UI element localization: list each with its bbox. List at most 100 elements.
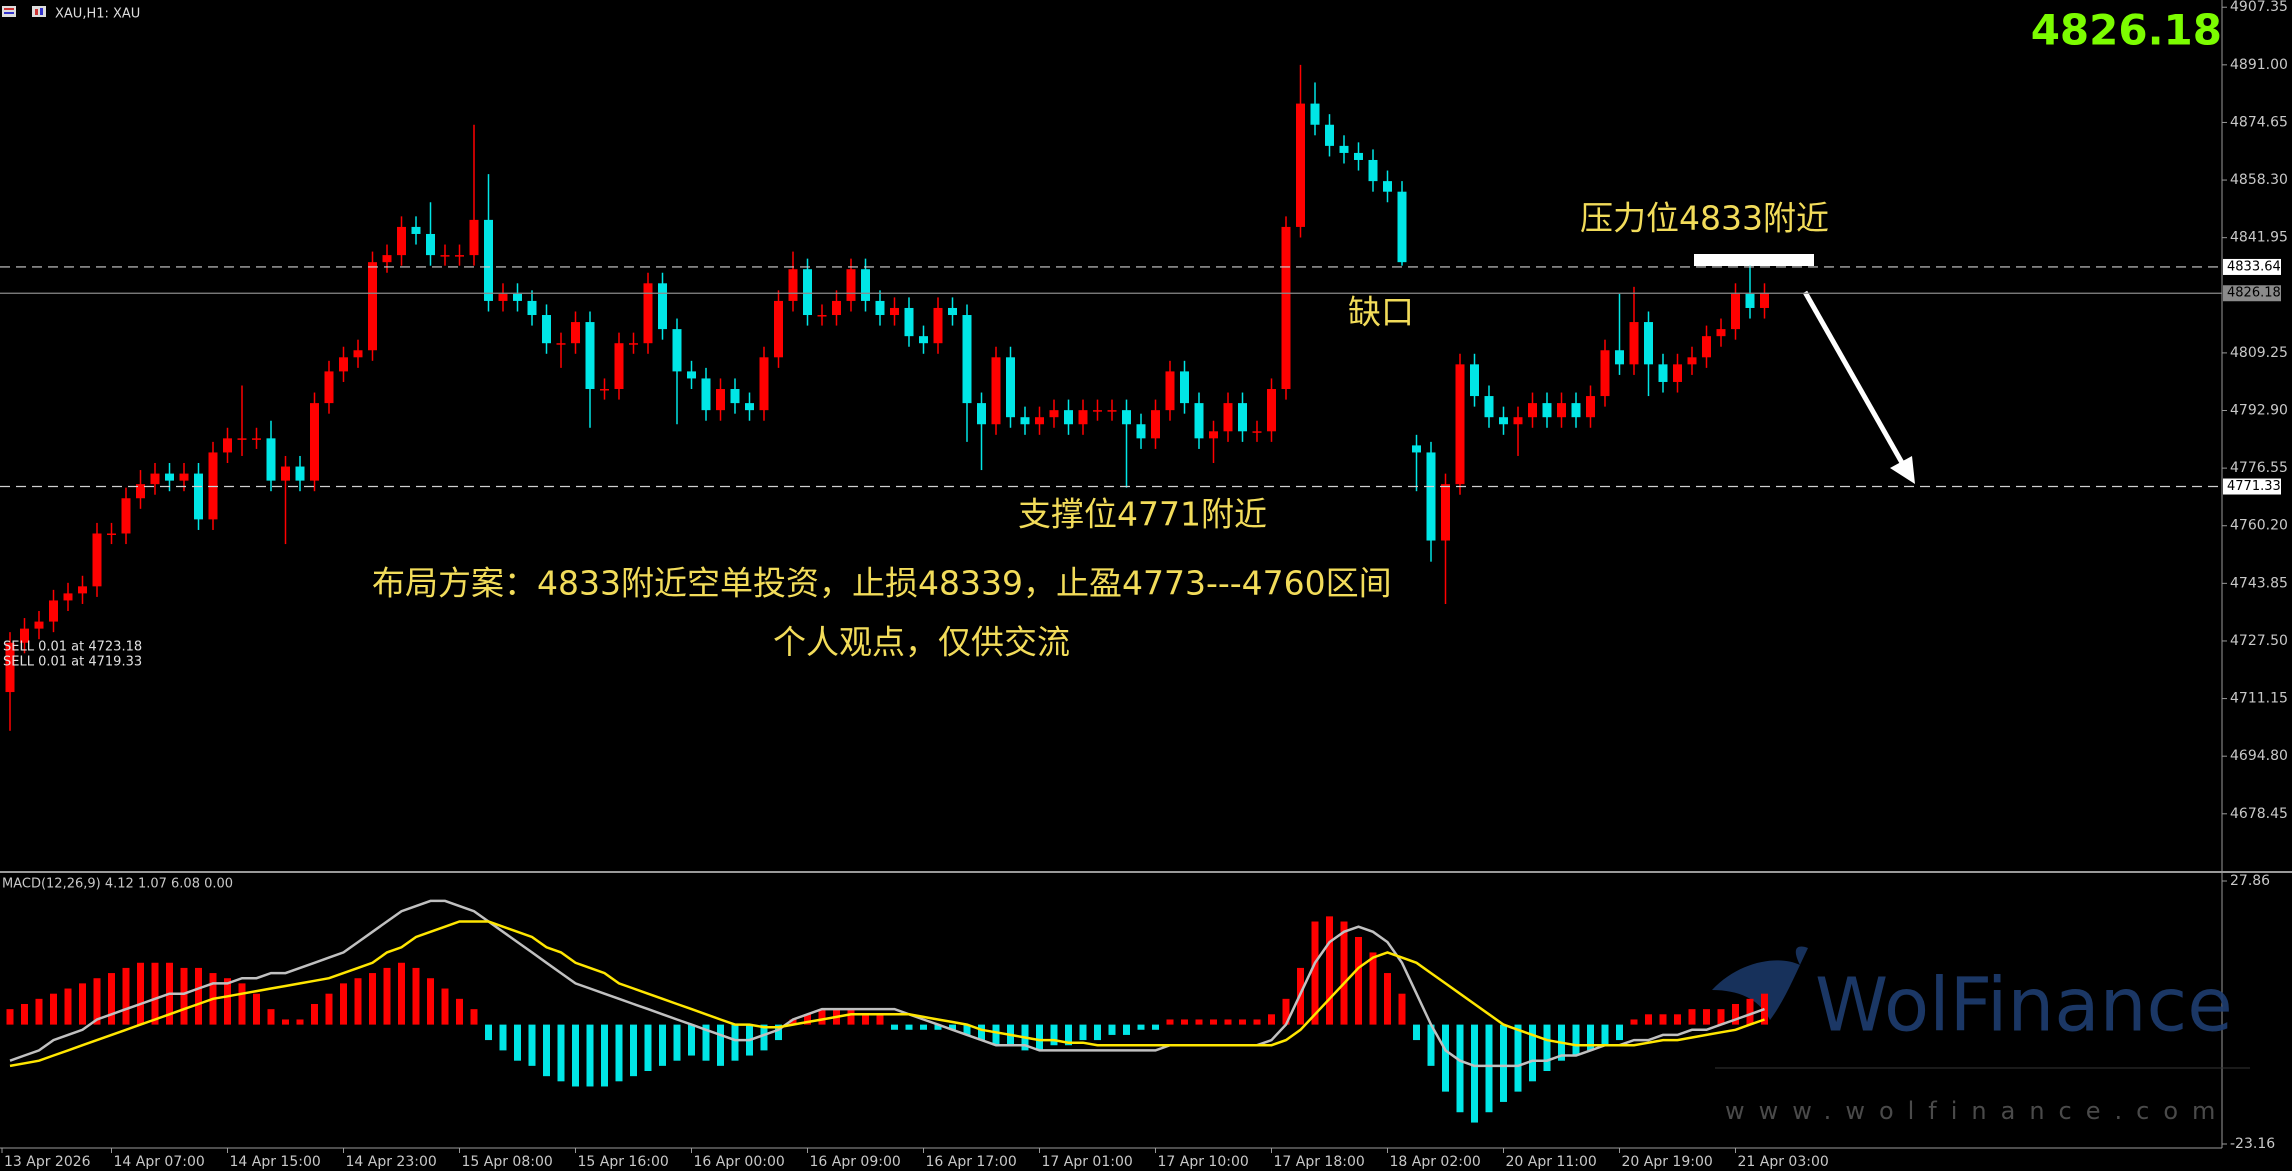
histogram-bar <box>1500 1024 1507 1102</box>
annotation: 个人观点，仅供交流 <box>773 623 1070 662</box>
candle-body <box>223 438 232 453</box>
candle-body <box>1528 403 1537 418</box>
trend-arrow <box>1802 290 1915 484</box>
candle-body <box>1557 403 1566 418</box>
current-price-box <box>2223 285 2281 302</box>
candle-body <box>353 350 363 358</box>
level-label: 4771.33 <box>2227 479 2281 494</box>
candle-body <box>469 219 479 256</box>
histogram-bar <box>340 983 347 1025</box>
x-tick-label: 18 Apr 02:00 <box>1390 1154 1481 1170</box>
histogram-bar <box>253 993 260 1025</box>
histogram-bar <box>1485 1024 1493 1113</box>
candle-body <box>730 389 740 404</box>
candle-body <box>890 307 899 316</box>
candle-body <box>411 226 421 234</box>
histogram-bar <box>1471 1024 1478 1123</box>
histogram-bar <box>978 1024 985 1041</box>
histogram-bar <box>412 967 420 1025</box>
histogram-bar <box>1253 1019 1261 1025</box>
histogram-bar <box>1065 1024 1072 1046</box>
candle-body <box>324 371 334 404</box>
candle-body <box>919 336 928 344</box>
candle-body <box>774 300 783 358</box>
y-tick-label: 4776.55 <box>2230 460 2288 476</box>
candle-body <box>1513 417 1523 425</box>
histogram-bar <box>1529 1024 1536 1082</box>
histogram-bar <box>1311 921 1319 1025</box>
y-tick-label: 4841.95 <box>2230 230 2288 246</box>
histogram-bar <box>1514 1024 1522 1092</box>
candle-body <box>643 283 653 344</box>
candle-body <box>1194 403 1204 439</box>
candle-body <box>1252 431 1262 433</box>
candle-body <box>1731 293 1740 330</box>
x-tick-label: 14 Apr 23:00 <box>346 1154 437 1170</box>
histogram-bar <box>383 967 391 1025</box>
histogram-bar <box>543 1024 550 1077</box>
candle-body <box>1441 484 1450 541</box>
candle-body <box>1687 357 1697 365</box>
candle-body <box>1484 396 1494 418</box>
histogram-bar <box>1398 993 1406 1025</box>
histogram-bar <box>949 1024 956 1030</box>
candle-body <box>252 438 261 440</box>
histogram-bar <box>731 1024 739 1061</box>
histogram-bar <box>354 978 362 1025</box>
histogram-bar <box>789 1019 797 1025</box>
candle-body <box>861 269 870 301</box>
x-tick-label: 15 Apr 16:00 <box>578 1154 669 1170</box>
candle-body <box>1426 452 1436 541</box>
histogram-bar <box>659 1024 666 1066</box>
candle-body <box>1267 389 1276 432</box>
x-tick-label: 20 Apr 11:00 <box>1506 1154 1597 1170</box>
candle-body <box>1586 396 1595 418</box>
candle-body <box>281 466 290 481</box>
candle-body <box>1658 364 1668 382</box>
histogram-bar <box>267 1009 275 1025</box>
level-box <box>2223 258 2281 275</box>
candle-body <box>527 300 537 316</box>
histogram-bar <box>862 1014 869 1025</box>
histogram-bar <box>1050 1024 1058 1046</box>
histogram-bar <box>470 1009 478 1025</box>
histogram-bar <box>398 962 405 1025</box>
candle-body <box>194 473 203 520</box>
current-price-big: 4826.18 <box>2031 6 2222 55</box>
candle-body <box>310 403 319 481</box>
x-tick-label: 21 Apr 03:00 <box>1738 1154 1829 1170</box>
candle-body <box>701 378 711 411</box>
candle-body <box>49 600 58 622</box>
histogram-bar <box>760 1024 768 1051</box>
candle-body <box>585 322 595 390</box>
x-tick-label: 14 Apr 07:00 <box>114 1154 205 1170</box>
histogram-bar <box>1456 1024 1464 1113</box>
histogram-bar <box>427 978 434 1025</box>
symbol-icons <box>2 6 46 17</box>
histogram-bar <box>1413 1024 1420 1041</box>
y-tick-label: 4792.90 <box>2230 403 2288 419</box>
histogram-bar <box>673 1024 681 1061</box>
candle-body <box>1644 322 1653 365</box>
y-tick-label: 4809.25 <box>2230 345 2288 361</box>
histogram-bar <box>644 1024 652 1072</box>
histogram-bar <box>456 998 463 1025</box>
histogram-bar <box>905 1024 913 1030</box>
candle-body <box>614 343 624 390</box>
histogram-bar <box>876 1014 884 1025</box>
x-tick-label: 16 Apr 17:00 <box>926 1154 1017 1170</box>
candle-body <box>1745 293 1755 308</box>
candle-body <box>1455 364 1465 485</box>
candle-body <box>1165 371 1175 411</box>
histogram-bar <box>50 993 57 1025</box>
candle-body <box>933 307 943 344</box>
level-box <box>2223 478 2281 495</box>
candle-body <box>1412 445 1421 453</box>
candle-body <box>1354 152 1363 160</box>
histogram-bar <box>64 988 72 1025</box>
candle-body <box>136 484 145 499</box>
histogram-bar <box>1674 1014 1681 1025</box>
annotation: 布局方案：4833附近空单投资，止损48339，止盈4773---4760区间 <box>372 564 1392 603</box>
x-tick-label: 17 Apr 01:00 <box>1042 1154 1133 1170</box>
histogram-bar <box>137 962 144 1025</box>
